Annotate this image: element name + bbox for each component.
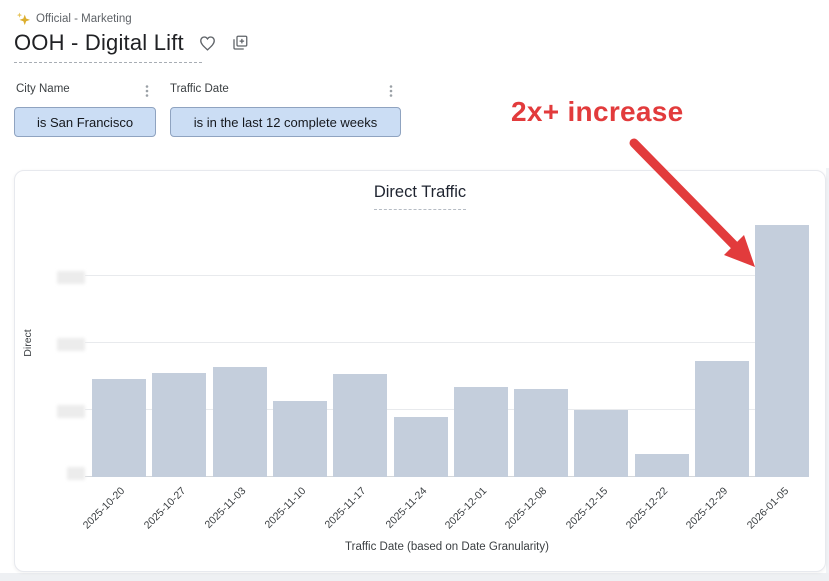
x-tick-label: 2026-01-05 — [744, 485, 791, 532]
y-tick-label-redacted — [57, 405, 85, 418]
y-axis-label: Direct — [22, 329, 34, 357]
filter-chip-city[interactable]: is San Francisco — [14, 107, 156, 137]
breadcrumb[interactable]: Official - Marketing — [16, 12, 132, 26]
y-tick-label-redacted — [67, 467, 85, 480]
bar-2025-12-29[interactable] — [695, 361, 749, 477]
chart-title: Direct Traffic — [373, 183, 467, 210]
x-tick-label: 2025-11-17 — [322, 485, 369, 531]
bar-2025-12-15[interactable] — [574, 410, 629, 477]
gridline — [85, 409, 809, 410]
filter-label-city-name: City Name — [16, 83, 70, 95]
page-background-bottom — [0, 573, 829, 581]
x-tick-label: 2025-11-24 — [383, 485, 429, 531]
x-tick-label: 2025-10-27 — [141, 485, 188, 532]
breadcrumb-label: Official - Marketing — [36, 13, 132, 25]
chart-card: Direct Traffic Direct Traffic Date (base… — [14, 170, 826, 572]
annotation-text: 2x+ increase — [511, 96, 684, 127]
x-tick-label: 2025-12-29 — [684, 485, 731, 532]
bar-2025-11-03[interactable] — [212, 367, 267, 477]
title-dashed-underline — [14, 62, 202, 63]
bar-2025-11-10[interactable] — [272, 401, 327, 477]
x-tick-label: 2025-12-08 — [503, 485, 550, 532]
x-tick-label: 2025-11-03 — [202, 485, 249, 531]
page-background-right — [826, 168, 829, 581]
gridline — [85, 342, 809, 343]
bar-2025-12-01[interactable] — [453, 387, 508, 477]
filter-chip-traffic-date[interactable]: is in the last 12 complete weeks — [170, 107, 401, 137]
x-tick-label: 2025-12-01 — [442, 485, 490, 532]
x-tick-label: 2025-12-22 — [623, 485, 671, 532]
heart-outline-icon[interactable] — [198, 34, 217, 53]
bar-2026-01-05[interactable] — [755, 225, 810, 477]
copy-add-icon[interactable] — [231, 34, 249, 52]
bar-2025-10-27[interactable] — [152, 373, 207, 477]
bar-2025-11-17[interactable] — [333, 374, 388, 477]
sparkle-icon — [16, 12, 30, 26]
bar-2025-12-22[interactable] — [634, 454, 689, 477]
x-tick-label: 2025-10-20 — [81, 485, 128, 532]
bar-2025-10-20[interactable] — [92, 379, 146, 477]
kebab-menu-icon[interactable] — [385, 84, 397, 103]
x-axis-label: Traffic Date (based on Date Granularity) — [345, 541, 549, 553]
title-row: OOH - Digital Lift — [14, 30, 249, 56]
bar-2025-12-08[interactable] — [514, 389, 569, 477]
x-tick-label: 2025-11-10 — [262, 485, 309, 531]
kebab-menu-icon[interactable] — [141, 84, 153, 103]
gridline — [85, 275, 809, 276]
page-title: OOH - Digital Lift — [14, 30, 184, 55]
filter-label-traffic-date: Traffic Date — [170, 83, 229, 95]
y-tick-label-redacted — [57, 338, 85, 351]
x-tick-label: 2025-12-15 — [563, 485, 610, 532]
bar-2025-11-24[interactable] — [393, 417, 448, 477]
y-tick-label-redacted — [57, 271, 85, 284]
